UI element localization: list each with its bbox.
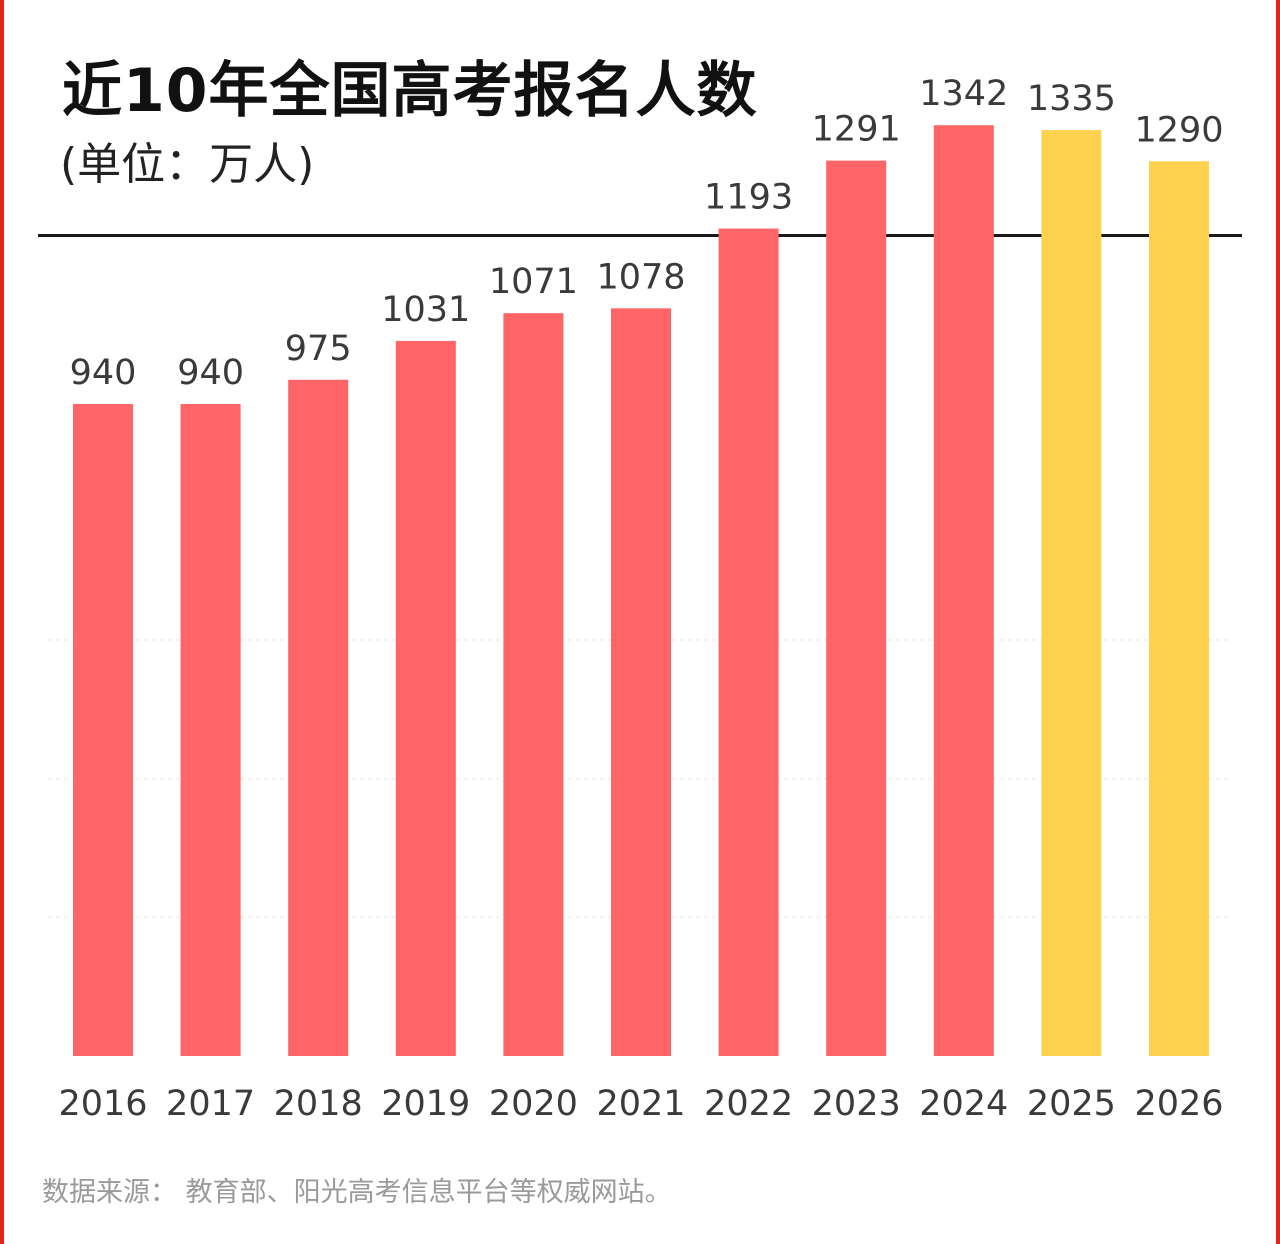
chart-subtitle: (单位：万人) <box>60 139 315 190</box>
right-edge-accent <box>1276 0 1280 1244</box>
bar-2019 <box>395 340 456 1056</box>
value-label-2026: 1290 <box>1134 110 1223 150</box>
bar-2024 <box>933 125 994 1056</box>
value-label-2020: 1071 <box>489 262 578 302</box>
category-label-2019: 2019 <box>381 1084 470 1124</box>
bar-2021 <box>611 308 671 1057</box>
bar-2025 <box>1041 130 1102 1056</box>
value-label-2018: 975 <box>285 329 352 369</box>
value-label-2022: 1193 <box>704 178 793 218</box>
bar-2023 <box>826 160 887 1056</box>
bar-2017 <box>180 404 241 1056</box>
category-label-2026: 2026 <box>1134 1084 1223 1124</box>
category-label-2023: 2023 <box>812 1084 901 1124</box>
category-label-2018: 2018 <box>274 1084 363 1124</box>
bar-2016 <box>73 404 133 1056</box>
chart-title: 近10年全国高考报名人数 <box>62 56 758 126</box>
category-label-2021: 2021 <box>596 1084 685 1124</box>
title-divider <box>38 234 1242 237</box>
category-label-2025: 2025 <box>1027 1084 1116 1124</box>
value-label-2023: 1291 <box>812 110 901 150</box>
bar-2018 <box>288 379 349 1057</box>
category-label-2022: 2022 <box>704 1084 793 1124</box>
value-label-2019: 1031 <box>381 290 470 330</box>
left-edge-accent <box>0 0 4 1244</box>
bar-2020 <box>503 313 564 1056</box>
data-source-note: 数据来源： 教育部、阳光高考信息平台等权威网站。 <box>42 1177 672 1208</box>
category-label-2016: 2016 <box>58 1084 147 1124</box>
category-label-2020: 2020 <box>489 1084 578 1124</box>
value-label-2017: 940 <box>177 353 244 393</box>
bar-2022 <box>718 228 779 1057</box>
value-label-2025: 1335 <box>1027 79 1116 119</box>
category-label-2017: 2017 <box>166 1084 255 1124</box>
value-label-2021: 1078 <box>596 257 685 297</box>
bar-2026 <box>1149 161 1209 1057</box>
value-label-2016: 940 <box>70 353 137 393</box>
category-label-2024: 2024 <box>919 1084 1008 1124</box>
value-label-2024: 1342 <box>919 74 1008 114</box>
